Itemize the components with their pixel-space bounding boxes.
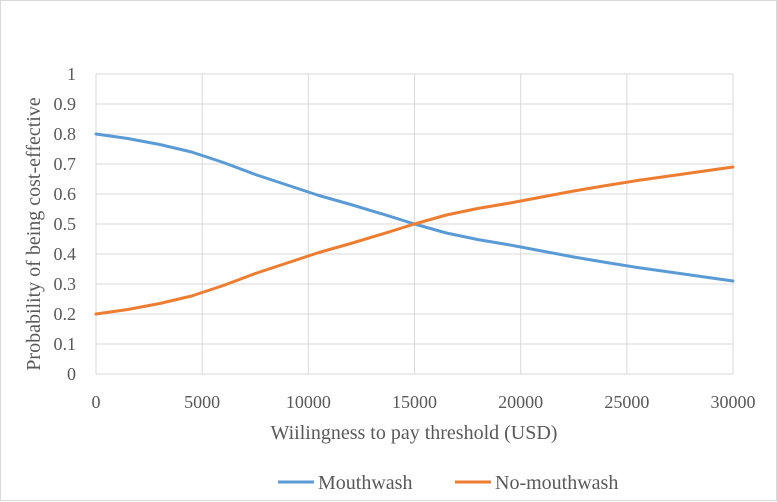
y-tick-label: 0.2 [54,304,77,324]
y-tick-label: 0.9 [54,94,77,114]
y-tick-label: 0.8 [54,124,77,144]
series-lines [94,132,735,316]
legend-label-mouthwash: Mouthwash [318,472,412,494]
y-tick-label: 1 [67,64,76,84]
y-tick-label: 0.1 [54,334,77,354]
x-tick-label: 20000 [498,392,543,412]
y-axis-title: Probability of being cost-effective [23,97,45,371]
series-line-no-mouthwash [94,165,735,316]
y-tick-label: 0.5 [54,214,77,234]
y-tick-label: 0.7 [54,154,77,174]
x-tick-label: 30000 [711,392,756,412]
x-tick-label: 0 [92,392,101,412]
axes [95,74,733,375]
x-tick-label: 15000 [392,392,437,412]
legend: Mouthwash No-mouthwash [278,472,618,494]
y-tick-label: 0.6 [54,184,77,204]
y-tick-label: 0.3 [54,274,77,294]
x-axis-ticks: 0 5000 10000 15000 20000 25000 30000 [92,392,756,412]
x-tick-label: 5000 [184,392,220,412]
y-tick-label: 0 [67,364,76,384]
y-tick-label: 0.4 [54,244,77,264]
legend-label-no-mouthwash: No-mouthwash [495,472,618,494]
x-axis-title: Wiilingness to pay threshold (USD) [271,422,558,444]
y-axis-ticks: 0 0.1 0.2 0.3 0.4 0.5 0.6 0.7 0.8 0.9 1 [54,64,77,384]
x-tick-label: 25000 [604,392,649,412]
x-tick-label: 10000 [286,392,331,412]
